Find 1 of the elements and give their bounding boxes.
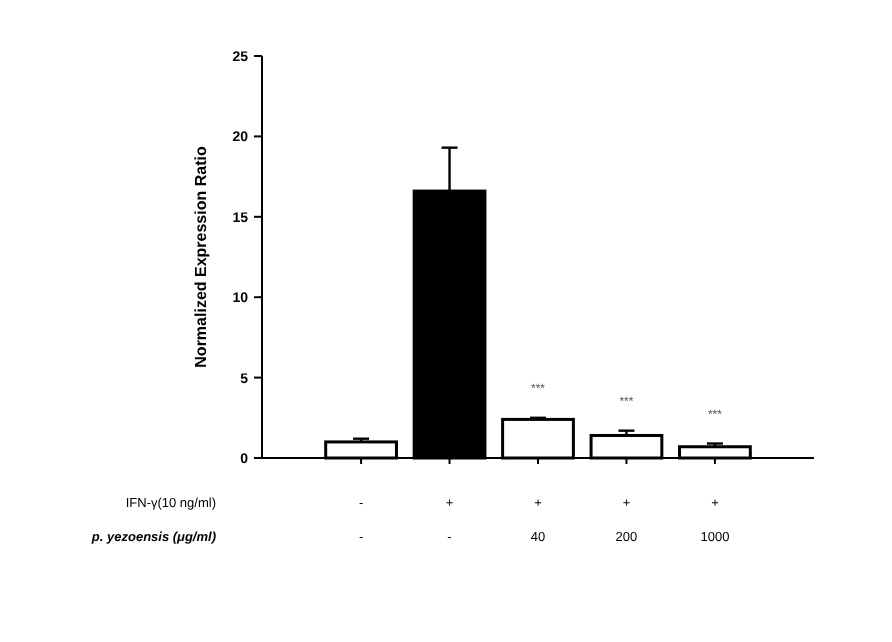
y-axis-title: Normalized Expression Ratio [192,146,210,368]
